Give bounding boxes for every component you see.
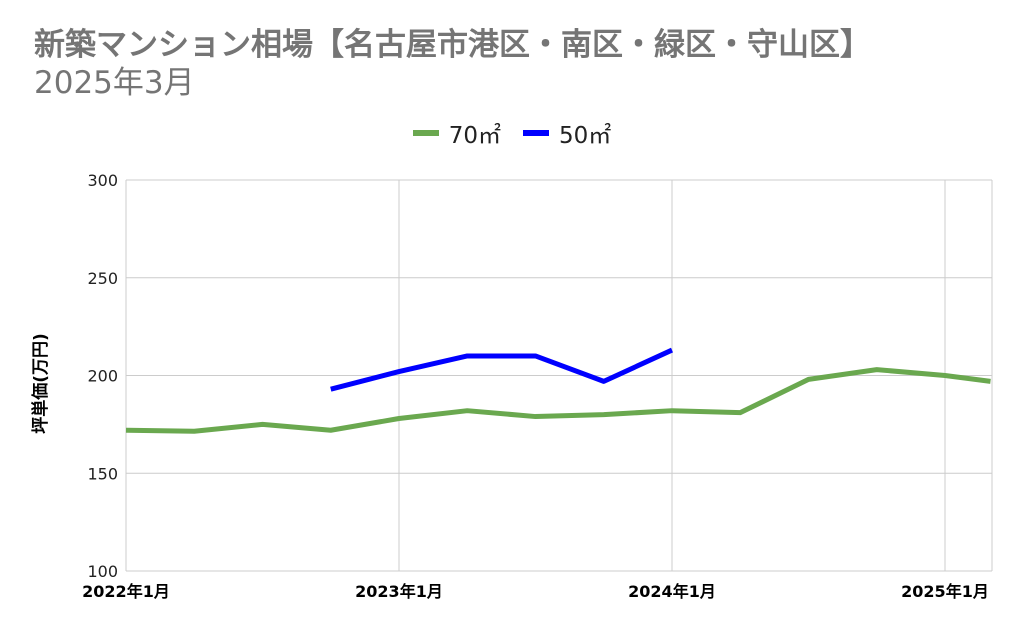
x-tick-label: 2022年1月 (82, 582, 170, 601)
y-tick-label: 250 (87, 269, 118, 288)
legend-label-70: 70㎡ (448, 123, 501, 149)
x-tick-label: 2023年1月 (355, 582, 443, 601)
legend-item-50: 50㎡ (523, 116, 611, 150)
y-tick-label: 300 (87, 171, 118, 190)
x-tick-label: 2024年1月 (628, 582, 716, 601)
y-axis-label: 坪単価(万円) (30, 333, 51, 434)
legend-swatch-50 (523, 130, 549, 136)
y-tick-label: 200 (87, 367, 118, 386)
legend-item-70: 70㎡ (412, 116, 501, 150)
legend-swatch-70 (412, 130, 439, 136)
legend-label-50: 50㎡ (559, 123, 612, 149)
y-tick-label: 150 (87, 464, 118, 483)
series-line-70 (125, 367, 991, 434)
x-tick-label: 2025年1月 (901, 582, 989, 601)
y-tick-label: 100 (87, 562, 118, 581)
legend: 70㎡ 50㎡ (0, 116, 1024, 150)
series-line-50 (330, 347, 674, 392)
chart-title: 新築マンション相場【名古屋市港区・南区・緑区・守山区】 (34, 27, 871, 63)
chart-subtitle: 2025年3月 (34, 65, 195, 101)
